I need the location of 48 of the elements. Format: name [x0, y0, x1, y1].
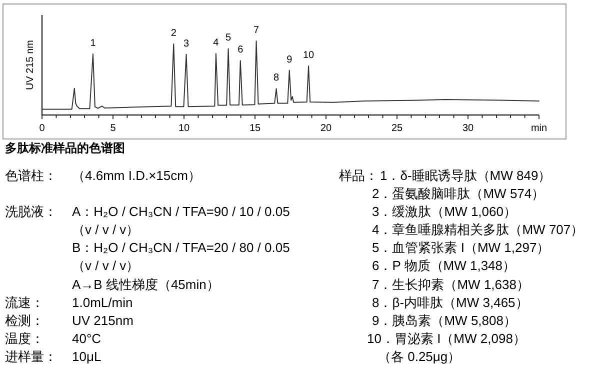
annotation: 5	[226, 32, 232, 44]
annotation: 4	[213, 38, 220, 49]
text: 2．蛋氨酸脑啡肽（MW 574）	[372, 186, 545, 201]
text: 样品：	[339, 168, 378, 183]
annotation: 8	[274, 72, 280, 84]
text: 多肽标准样品的色谱图	[5, 141, 125, 155]
annotation: 2	[170, 28, 177, 40]
text: 7．生长抑素（MW 1,638）	[372, 277, 530, 292]
text: （v / v / v）	[72, 222, 140, 237]
x-tick-label: 20	[320, 123, 332, 134]
text: 40°C	[72, 331, 102, 346]
text: 色谱柱：	[5, 168, 57, 183]
annotation: 10	[302, 50, 315, 62]
annotation: 7	[253, 25, 260, 36]
text: 3．缓激肽（MW 1,060）	[372, 204, 516, 219]
text: B：H₂O / CH₃CN / TFA=20 / 80 / 0.05	[72, 240, 290, 255]
annotation: 3	[183, 38, 190, 50]
text: 洗脱液：	[5, 204, 57, 219]
text: 6．P 物质（MW 1,348）	[372, 258, 516, 273]
x-tick-label: 0	[39, 123, 46, 134]
text: （4.6mm I.D.×15cm）	[72, 168, 201, 183]
x-tick-label: 15	[249, 123, 261, 134]
x-tick-label: 25	[391, 123, 403, 134]
text: A：H₂O / CH₃CN / TFA=90 / 10 / 0.05	[72, 204, 290, 219]
text: （v / v / v）	[72, 258, 140, 273]
text: 10μL	[72, 349, 102, 364]
text: UV 215nm	[72, 313, 134, 328]
text: 温度：	[5, 331, 44, 346]
text: 检测：	[5, 313, 44, 328]
text: 1.0mL/min	[72, 295, 133, 310]
text: 5．血管紧张素 I（MW 1,297）	[372, 240, 550, 255]
x-tick-label: 30	[462, 123, 474, 134]
text: 流速：	[5, 295, 44, 310]
text: 4．章鱼唾腺精相关多肽（MW 707）	[372, 222, 584, 237]
text: 8．β-内啡肽（MW 3,465）	[372, 295, 528, 310]
y-axis-title: UV 215 nm	[25, 40, 36, 90]
x-tick-label: 10	[178, 123, 190, 134]
text: 1．δ-睡眠诱导肽（MW 849）	[380, 168, 552, 183]
x-tick-label: min	[530, 123, 548, 134]
text: 10．胃泌素 I（MW 2,098）	[367, 331, 526, 346]
text: 9．胰岛素（MW 5,808）	[372, 313, 516, 328]
x-tick-label: 5	[110, 123, 116, 134]
text: 进样量：	[5, 349, 57, 364]
text: A→B 线性梯度（45min）	[72, 277, 220, 292]
annotation: 9	[286, 54, 293, 66]
annotation: 1	[90, 38, 96, 50]
text: （各 0.25μg）	[378, 349, 461, 364]
annotation: 6	[238, 44, 244, 56]
